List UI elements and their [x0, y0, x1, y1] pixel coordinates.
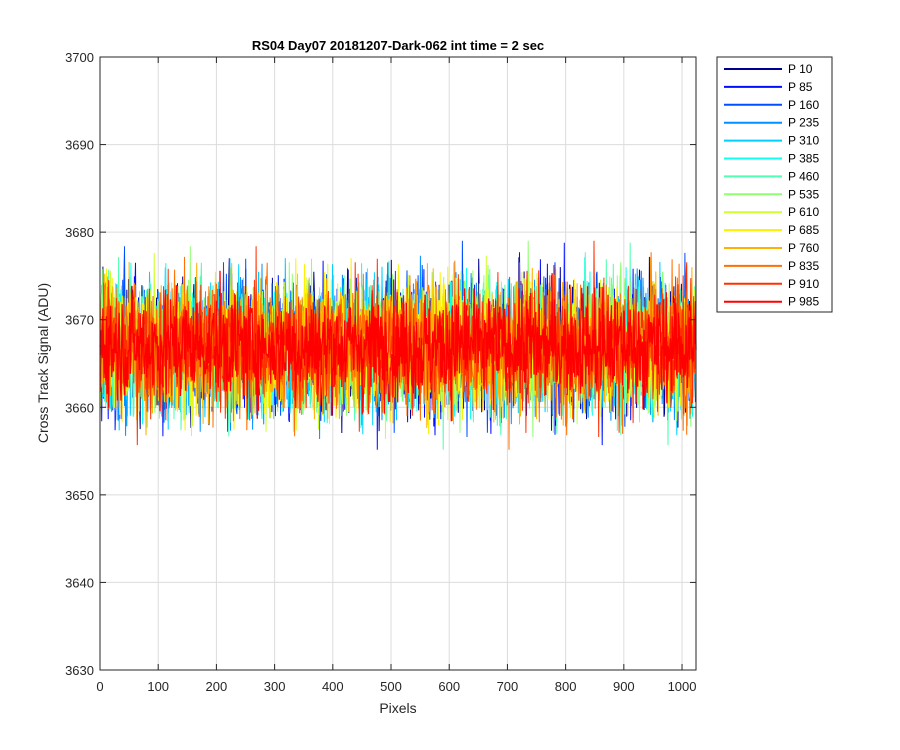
x-tick-label: 500 — [380, 679, 402, 694]
legend-entry: P 160 — [788, 98, 819, 112]
x-tick-label: 700 — [497, 679, 519, 694]
x-tick-label: 900 — [613, 679, 635, 694]
y-tick-label: 3690 — [65, 138, 94, 153]
plot-frame — [99, 56, 697, 671]
y-tick-label: 3660 — [65, 400, 94, 415]
legend-entry: P 85 — [788, 80, 813, 94]
legend-entry: P 685 — [788, 223, 819, 237]
legend-box — [716, 56, 833, 313]
x-tick-label: 0 — [96, 679, 103, 694]
x-tick-label: 400 — [322, 679, 344, 694]
legend-entry: P 610 — [788, 205, 819, 219]
legend-entry: P 835 — [788, 259, 819, 273]
legend-entry: P 760 — [788, 241, 819, 255]
series-lines — [99, 240, 697, 450]
y-tick-label: 3630 — [65, 663, 94, 678]
legend-entry: P 310 — [788, 134, 819, 148]
x-tick-label: 300 — [264, 679, 286, 694]
y-tick-label: 3640 — [65, 575, 94, 590]
x-tick-label: 600 — [438, 679, 460, 694]
legend: P 10 P 85 P 160 P 235 P 310 P 385 P 460 P 535 P … — [716, 56, 833, 313]
y-tick-label: 3650 — [65, 488, 94, 503]
legend-entry: P 460 — [788, 169, 819, 183]
x-tick-label: 800 — [555, 679, 577, 694]
y-tick-label: 3680 — [65, 225, 94, 240]
x-tick-label: 200 — [206, 679, 228, 694]
legend-entry: P 985 — [788, 295, 819, 309]
y-tick-label: 3700 — [65, 50, 94, 65]
axis-ticks: 0 100 200 300 400 500 600 700 800 900 1000 3630 3640… — [65, 50, 696, 694]
x-tick-label: 100 — [147, 679, 169, 694]
chart-title: RS04 Day07 20181207-Dark-062 int time = … — [252, 38, 544, 53]
legend-entry: P 535 — [788, 187, 819, 201]
legend-entry: P 10 — [788, 62, 813, 76]
legend-entry: P 910 — [788, 277, 819, 291]
legend-entry: P 235 — [788, 116, 819, 130]
y-tick-label: 3670 — [65, 313, 94, 328]
legend-entry: P 385 — [788, 152, 819, 166]
y-axis-label: Cross Track Signal (ADU) — [35, 283, 51, 443]
x-tick-label: 1000 — [668, 679, 697, 694]
x-axis-label: Pixels — [379, 700, 416, 716]
series-line-p985 — [99, 270, 697, 422]
